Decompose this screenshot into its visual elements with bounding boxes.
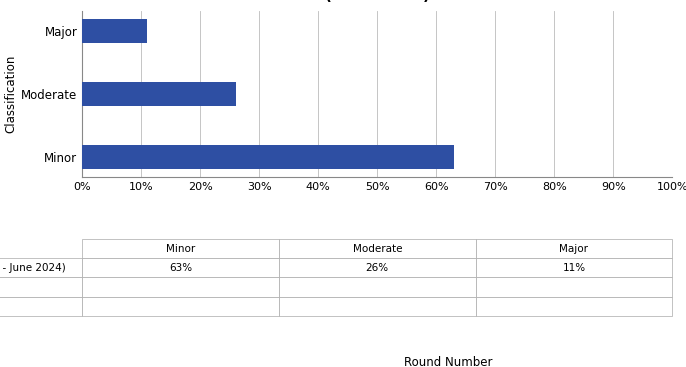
Bar [82, 19, 147, 43]
Bar [82, 82, 236, 106]
Bar [82, 145, 454, 170]
Y-axis label: Classification: Classification [4, 55, 17, 133]
Title: Evaluation and Management services
Outpatient Established Office Visits
(CPT 992: Evaluation and Management services Outpa… [217, 0, 538, 3]
Text: Round Number: Round Number [404, 356, 493, 367]
